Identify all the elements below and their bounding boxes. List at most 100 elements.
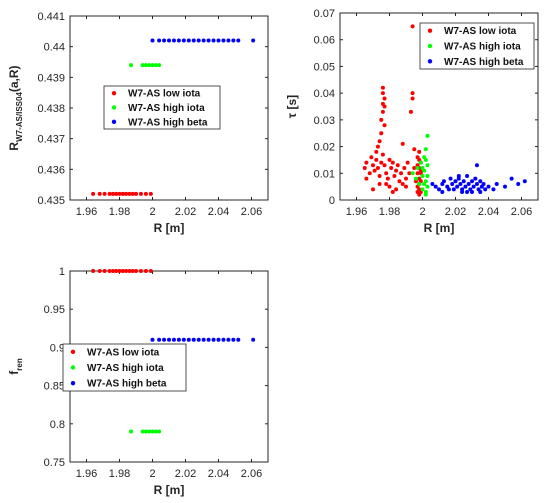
y-tick-label: 0.05 — [314, 61, 335, 73]
data-point — [236, 38, 241, 43]
x-tick-label: 1.96 — [76, 206, 97, 218]
y-tick-label: 0.439 — [37, 72, 65, 84]
data-point — [167, 337, 171, 342]
data-point — [374, 157, 379, 162]
data-point — [369, 155, 374, 160]
data-point — [148, 191, 153, 196]
data-point — [134, 269, 138, 273]
data-point — [404, 176, 408, 181]
y-tick-label: 0 — [329, 195, 335, 207]
data-point — [410, 91, 415, 96]
data-point — [390, 160, 395, 165]
legend-marker — [427, 43, 433, 49]
x-tick-label: 2.02 — [445, 206, 466, 218]
data-point — [216, 337, 221, 342]
legend-marker — [427, 28, 433, 33]
data-point — [387, 157, 392, 162]
data-point — [486, 184, 491, 189]
data-point — [415, 189, 420, 194]
data-point — [450, 181, 455, 186]
data-point — [143, 269, 148, 273]
y-axis-label-main: R — [7, 142, 21, 151]
legend-label: W7-AS high beta — [128, 117, 208, 128]
x-axis-label: R [m] — [424, 221, 455, 235]
data-point — [446, 187, 451, 192]
data-point — [201, 38, 206, 43]
data-point — [143, 63, 148, 68]
x-axis-label: R [m] — [154, 221, 185, 235]
series-3 — [150, 337, 256, 342]
legend-label: W7-AS high iota — [87, 363, 164, 374]
data-point — [394, 168, 399, 173]
y-tick-label: 0.435 — [37, 195, 65, 207]
series-2 — [129, 429, 162, 434]
y-axis-label-main: f — [7, 370, 21, 375]
legend-marker — [70, 349, 76, 355]
data-point — [470, 189, 474, 194]
data-point — [395, 163, 400, 168]
data-point — [206, 38, 211, 43]
data-point — [181, 337, 186, 342]
data-point — [102, 269, 107, 273]
data-point — [176, 337, 181, 342]
data-point — [407, 171, 412, 176]
data-point — [516, 181, 521, 186]
data-point — [448, 176, 453, 181]
data-point — [140, 429, 145, 434]
data-point — [384, 181, 389, 186]
data-point — [129, 429, 134, 434]
data-point — [157, 337, 162, 342]
data-point — [392, 173, 397, 178]
x-tick-label: 1.98 — [379, 206, 400, 218]
data-point — [124, 191, 129, 196]
data-point — [382, 104, 387, 109]
y-axis-label: fren — [7, 358, 24, 375]
data-point — [474, 163, 479, 168]
legend-marker — [111, 90, 117, 96]
x-tick-label: 2.04 — [208, 206, 229, 218]
y-tick-label: 0.07 — [314, 8, 335, 20]
x-tick-label: 2 — [149, 468, 155, 480]
data-point — [171, 38, 176, 43]
x-tick-label: 1.98 — [109, 206, 130, 218]
data-point — [437, 187, 441, 192]
data-point — [362, 165, 367, 170]
data-point — [380, 152, 385, 157]
data-point — [417, 149, 422, 154]
data-point — [453, 179, 458, 184]
data-point — [473, 176, 478, 181]
data-point — [422, 181, 427, 186]
series-1 — [91, 191, 153, 196]
data-point — [379, 160, 384, 165]
x-tick-label: 1.98 — [109, 468, 130, 480]
data-point — [394, 187, 399, 192]
data-point — [382, 163, 387, 168]
data-point — [440, 189, 445, 194]
data-point — [423, 147, 428, 152]
data-point — [150, 38, 155, 43]
data-point — [404, 184, 408, 189]
data-point — [382, 123, 387, 128]
data-point — [455, 184, 460, 189]
data-point — [377, 139, 382, 144]
data-point — [451, 187, 456, 192]
x-tick-label: 1.96 — [76, 468, 97, 480]
y-tick-label: 0.9 — [50, 342, 65, 354]
y-axis-label-main: τ [s] — [285, 95, 299, 118]
data-point — [371, 187, 375, 192]
data-point — [236, 337, 241, 342]
legend-marker — [70, 380, 76, 386]
data-point — [176, 38, 181, 43]
data-point — [150, 63, 155, 68]
data-point — [379, 131, 384, 136]
legend-marker — [70, 365, 76, 370]
data-point — [420, 173, 425, 178]
data-point — [117, 191, 122, 196]
data-point — [186, 38, 191, 43]
data-point — [483, 187, 488, 192]
data-point — [110, 191, 115, 196]
data-point — [148, 269, 153, 273]
data-point — [127, 191, 132, 196]
y-axis-label-tail: (a,R) — [7, 65, 21, 92]
data-point — [147, 429, 152, 434]
